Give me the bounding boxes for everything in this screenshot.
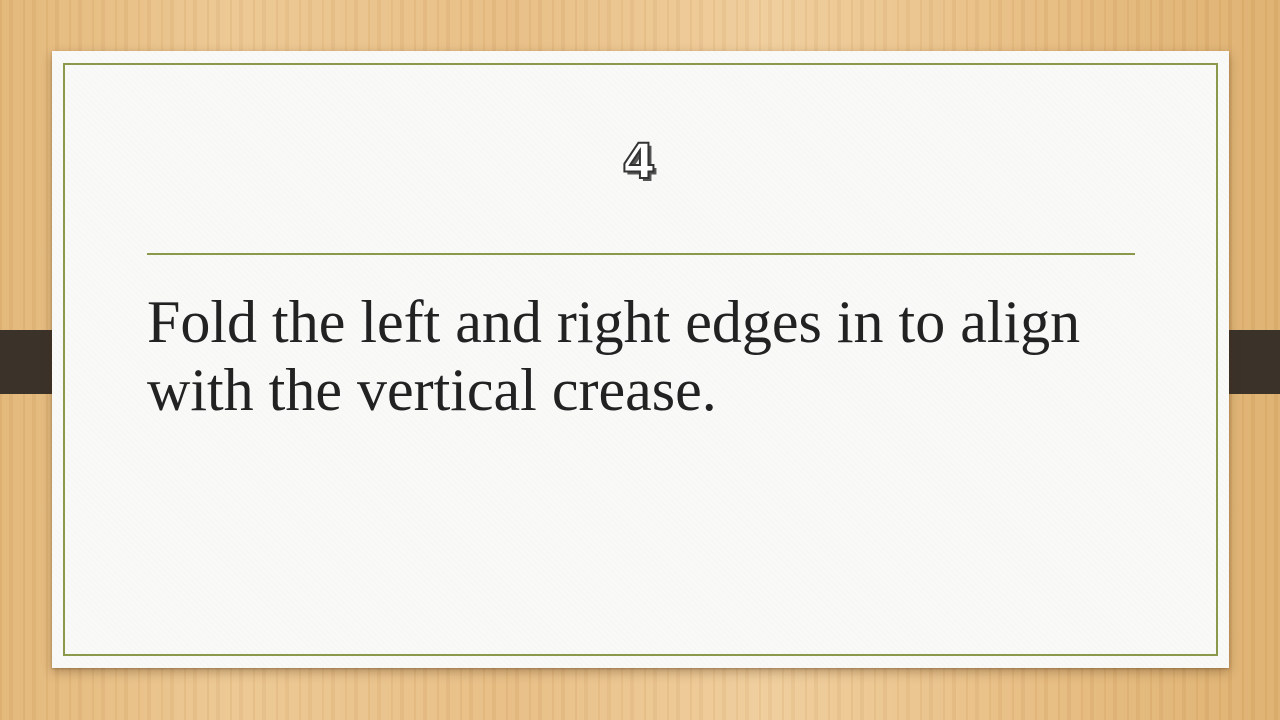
slide-frame-border [63,63,1218,656]
title-divider [147,253,1135,255]
slide-title-number: 4 [621,133,658,191]
slide-body-text: Fold the left and right edges in to alig… [147,289,1081,423]
slide-paper [52,51,1229,668]
